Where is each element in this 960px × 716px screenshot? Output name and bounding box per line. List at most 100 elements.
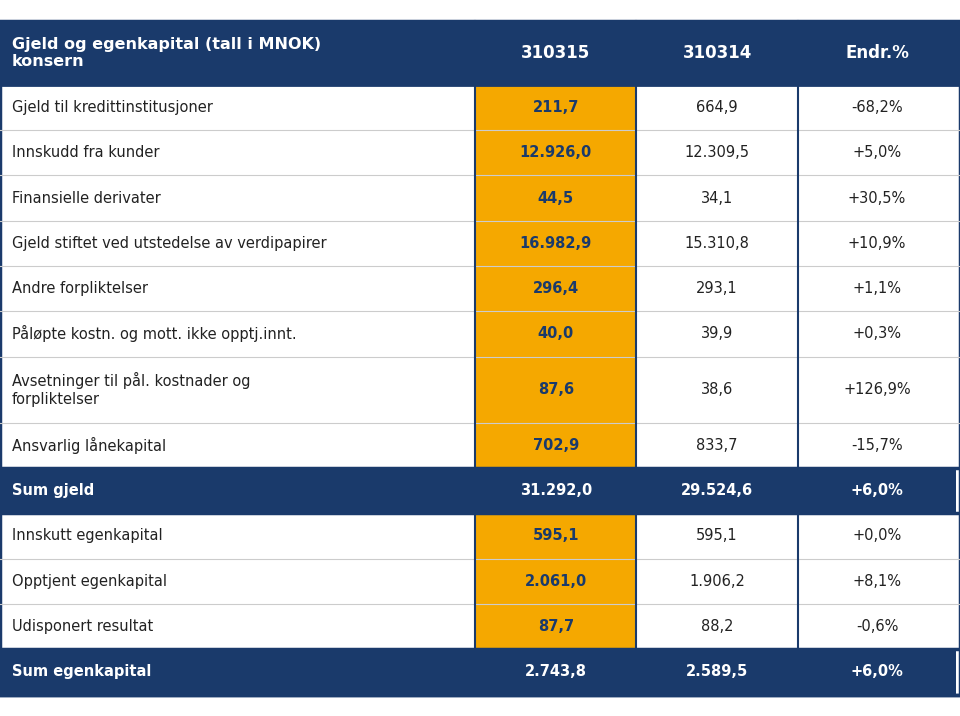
Text: -15,7%: -15,7%	[852, 438, 902, 453]
Bar	[0, 513, 475, 558]
Text: 39,9: 39,9	[701, 326, 733, 342]
Text: Gjeld til kredittinstitusjoner: Gjeld til kredittinstitusjoner	[12, 100, 212, 115]
Text: 31.292,0: 31.292,0	[519, 483, 592, 498]
Bar	[0, 558, 475, 604]
Bar	[636, 311, 798, 357]
Text: +8,1%: +8,1%	[852, 574, 901, 589]
Bar	[475, 311, 636, 357]
Text: 16.982,9: 16.982,9	[519, 236, 592, 251]
Bar	[798, 266, 956, 311]
Bar	[0, 175, 475, 221]
Bar	[798, 175, 956, 221]
Text: -0,6%: -0,6%	[855, 619, 899, 634]
Text: +126,9%: +126,9%	[843, 382, 911, 397]
Text: +6,0%: +6,0%	[851, 664, 903, 679]
Text: +0,0%: +0,0%	[852, 528, 901, 543]
Text: 87,6: 87,6	[538, 382, 574, 397]
Text: Avsetninger til pål. kostnader og
forpliktelser: Avsetninger til pål. kostnader og forpli…	[12, 372, 250, 407]
Bar	[475, 175, 636, 221]
Bar	[636, 84, 798, 130]
Bar	[0, 468, 475, 513]
Text: 2.061,0: 2.061,0	[525, 574, 587, 589]
Text: +10,9%: +10,9%	[848, 236, 906, 251]
Text: 29.524,6: 29.524,6	[681, 483, 754, 498]
Bar	[636, 221, 798, 266]
Text: +5,0%: +5,0%	[852, 145, 901, 160]
Bar	[798, 422, 956, 468]
Bar	[636, 558, 798, 604]
Text: -68,2%: -68,2%	[852, 100, 902, 115]
Bar	[475, 422, 636, 468]
Bar	[636, 130, 798, 175]
Bar	[475, 130, 636, 175]
Bar	[798, 558, 956, 604]
Bar	[636, 266, 798, 311]
Text: Gjeld stiftet ved utstedelse av verdipapirer: Gjeld stiftet ved utstedelse av verdipap…	[12, 236, 326, 251]
Text: Finansielle derivater: Finansielle derivater	[12, 190, 160, 205]
Text: 15.310,8: 15.310,8	[684, 236, 750, 251]
Text: 310314: 310314	[683, 44, 752, 62]
Text: 44,5: 44,5	[538, 190, 574, 205]
Bar	[475, 513, 636, 558]
Bar	[636, 468, 798, 513]
Bar	[475, 558, 636, 604]
Bar	[0, 21, 960, 84]
Bar	[636, 422, 798, 468]
Text: Innskudd fra kunder: Innskudd fra kunder	[12, 145, 159, 160]
Bar	[0, 221, 475, 266]
Text: 310315: 310315	[521, 44, 590, 62]
Bar	[636, 175, 798, 221]
Bar	[636, 649, 798, 695]
Bar	[0, 130, 475, 175]
Bar	[798, 649, 956, 695]
Text: 702,9: 702,9	[533, 438, 579, 453]
Text: Gjeld og egenkapital (tall i MNOK)
konsern: Gjeld og egenkapital (tall i MNOK) konse…	[12, 37, 321, 69]
Text: +6,0%: +6,0%	[851, 483, 903, 498]
Text: +1,1%: +1,1%	[852, 281, 901, 296]
Text: 38,6: 38,6	[701, 382, 733, 397]
Bar	[475, 357, 636, 422]
Bar	[798, 311, 956, 357]
Bar	[0, 357, 475, 422]
Bar	[798, 84, 956, 130]
Text: 293,1: 293,1	[696, 281, 738, 296]
Text: 2.743,8: 2.743,8	[525, 664, 587, 679]
Text: +0,3%: +0,3%	[852, 326, 901, 342]
Text: 88,2: 88,2	[701, 619, 733, 634]
Bar	[798, 468, 956, 513]
Text: 833,7: 833,7	[696, 438, 738, 453]
Text: Sum gjeld: Sum gjeld	[12, 483, 94, 498]
Bar	[475, 468, 636, 513]
Bar	[0, 422, 475, 468]
Text: 595,1: 595,1	[533, 528, 579, 543]
Text: Sum egenkapital: Sum egenkapital	[12, 664, 151, 679]
Bar	[475, 649, 636, 695]
Text: 211,7: 211,7	[533, 100, 579, 115]
Text: 1.906,2: 1.906,2	[689, 574, 745, 589]
Bar	[0, 649, 475, 695]
Text: Opptjent egenkapital: Opptjent egenkapital	[12, 574, 166, 589]
Bar	[0, 604, 475, 649]
Bar	[798, 130, 956, 175]
Text: Udisponert resultat: Udisponert resultat	[12, 619, 153, 634]
Bar	[798, 604, 956, 649]
Bar	[636, 357, 798, 422]
Text: 12.309,5: 12.309,5	[684, 145, 750, 160]
Text: 12.926,0: 12.926,0	[519, 145, 592, 160]
Bar	[798, 221, 956, 266]
Bar	[475, 266, 636, 311]
Text: 34,1: 34,1	[701, 190, 733, 205]
Text: +30,5%: +30,5%	[848, 190, 906, 205]
Bar	[0, 266, 475, 311]
Text: Andre forpliktelser: Andre forpliktelser	[12, 281, 148, 296]
Text: 595,1: 595,1	[696, 528, 738, 543]
Text: 40,0: 40,0	[538, 326, 574, 342]
Text: 296,4: 296,4	[533, 281, 579, 296]
Bar	[0, 84, 475, 130]
Text: 2.589,5: 2.589,5	[686, 664, 748, 679]
Text: Påløpte kostn. og mott. ikke opptj.innt.: Påløpte kostn. og mott. ikke opptj.innt.	[12, 325, 296, 342]
Text: Innskutt egenkapital: Innskutt egenkapital	[12, 528, 162, 543]
Bar	[636, 513, 798, 558]
Bar	[798, 513, 956, 558]
Bar	[475, 221, 636, 266]
